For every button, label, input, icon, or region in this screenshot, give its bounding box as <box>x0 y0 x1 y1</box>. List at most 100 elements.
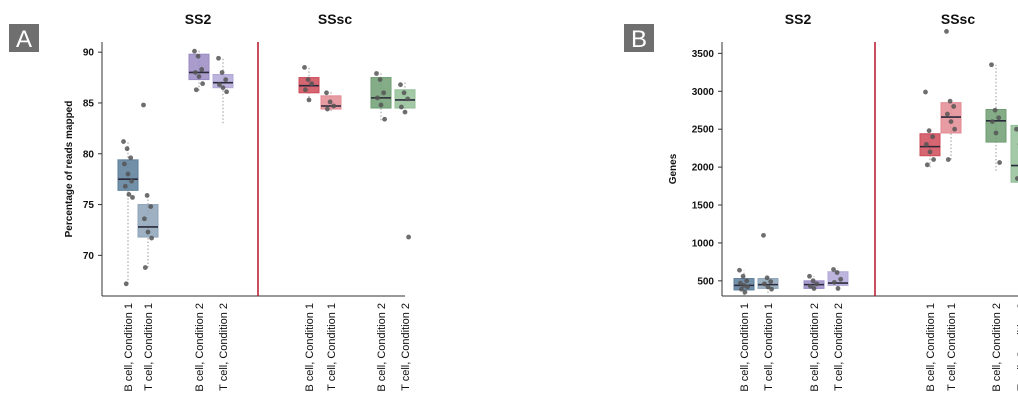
data-point <box>303 87 308 93</box>
data-point <box>122 161 127 167</box>
box-ss2-4: T cell, Condition 2 <box>212 55 234 391</box>
data-point <box>737 267 742 273</box>
data-point <box>927 149 933 155</box>
data-point <box>142 216 147 222</box>
data-point <box>931 157 936 162</box>
data-point <box>145 229 151 235</box>
box-sssc-4: T cell, Condition 2 <box>394 82 416 391</box>
data-point <box>220 85 226 91</box>
data-point <box>992 107 998 113</box>
data-point <box>193 87 199 93</box>
data-point <box>738 286 744 292</box>
data-point <box>768 279 774 284</box>
data-point <box>216 55 221 61</box>
data-point <box>948 119 954 125</box>
data-point <box>305 77 311 82</box>
data-point <box>306 97 312 103</box>
data-point <box>327 99 333 105</box>
box-iqr <box>985 108 1007 143</box>
box-sssc-1: B cell, Condition 1 <box>298 65 320 392</box>
y-tick-label: 500 <box>697 276 714 287</box>
y-tick-label: 2500 <box>692 125 715 136</box>
box-ss2-4: T cell, Condition 2 <box>827 267 849 391</box>
data-point <box>148 204 154 209</box>
category-label: B cell, Condition 2 <box>194 303 206 392</box>
y-tick-label: 2000 <box>692 163 715 174</box>
box-iqr <box>919 133 941 157</box>
category-label: B cell, Condition 2 <box>991 303 1003 392</box>
data-point <box>193 70 198 75</box>
category-label: T cell, Condition 1 <box>143 303 155 391</box>
y-tick-label: 75 <box>83 200 95 211</box>
y-tick-label: 1500 <box>692 201 715 212</box>
data-point <box>831 267 836 272</box>
data-point <box>952 126 957 132</box>
category-label: B cell, Condition 1 <box>925 303 937 392</box>
data-point <box>838 276 844 282</box>
category-label: B cell, Condition 1 <box>739 303 751 392</box>
data-point <box>945 111 950 117</box>
data-point <box>740 273 746 279</box>
category-label: T cell, Condition 1 <box>763 303 775 391</box>
data-point <box>223 77 229 82</box>
data-point <box>124 146 130 152</box>
data-point <box>130 195 135 200</box>
data-point <box>196 74 202 79</box>
box-sssc-4: T cell, Condition 2 <box>1010 124 1018 391</box>
data-point <box>738 280 743 286</box>
box-ss2-2: T cell, Condition 1 <box>757 232 779 391</box>
data-point <box>121 139 126 144</box>
data-point <box>401 90 407 96</box>
data-point <box>192 48 197 54</box>
data-point <box>125 171 131 177</box>
data-point <box>325 106 330 112</box>
data-point <box>144 193 150 198</box>
group-title: SSsc <box>318 11 352 27</box>
data-point <box>141 102 146 108</box>
data-point <box>123 281 129 287</box>
data-point <box>808 283 813 289</box>
category-label: T cell, Condition 2 <box>1016 303 1018 391</box>
data-point <box>944 28 949 34</box>
data-point <box>811 286 817 291</box>
data-point <box>924 141 929 147</box>
box-sssc-2: T cell, Condition 1 <box>320 90 342 391</box>
y-tick-label: 85 <box>83 98 95 109</box>
box-ss2-1: B cell, Condition 1 <box>117 139 139 392</box>
box-sssc-3: B cell, Condition 2 <box>370 71 392 392</box>
data-point <box>224 89 230 95</box>
data-point <box>302 65 307 70</box>
data-point <box>834 270 840 275</box>
y-tick-label: 80 <box>83 149 95 160</box>
y-tick-label: 90 <box>83 48 95 59</box>
group-title: SS2 <box>185 11 212 27</box>
data-point <box>769 286 774 292</box>
data-point <box>947 98 953 104</box>
data-point <box>405 96 411 102</box>
data-point <box>832 279 837 285</box>
data-point <box>745 284 750 290</box>
box-ss2-1: B cell, Condition 1 <box>733 267 755 392</box>
data-point <box>1014 126 1018 132</box>
data-point <box>399 104 404 110</box>
data-point <box>324 90 329 96</box>
category-label: T cell, Condition 1 <box>326 303 338 391</box>
data-point <box>996 115 1002 121</box>
data-point <box>989 62 994 68</box>
data-point <box>122 183 128 189</box>
data-point <box>406 234 411 240</box>
data-point <box>990 119 995 125</box>
data-point <box>814 281 820 287</box>
data-point <box>993 130 999 136</box>
group-title: SSsc <box>941 11 975 27</box>
data-point <box>381 90 387 96</box>
data-point <box>309 81 315 87</box>
box-sssc-3: B cell, Condition 2 <box>985 62 1007 392</box>
data-point <box>810 278 816 284</box>
box-sssc-2: T cell, Condition 1 <box>940 28 962 391</box>
data-point <box>331 103 337 109</box>
data-point <box>997 160 1002 165</box>
data-point <box>1015 176 1018 181</box>
data-point <box>382 116 387 122</box>
box-ss2-3: B cell, Condition 2 <box>188 48 210 392</box>
